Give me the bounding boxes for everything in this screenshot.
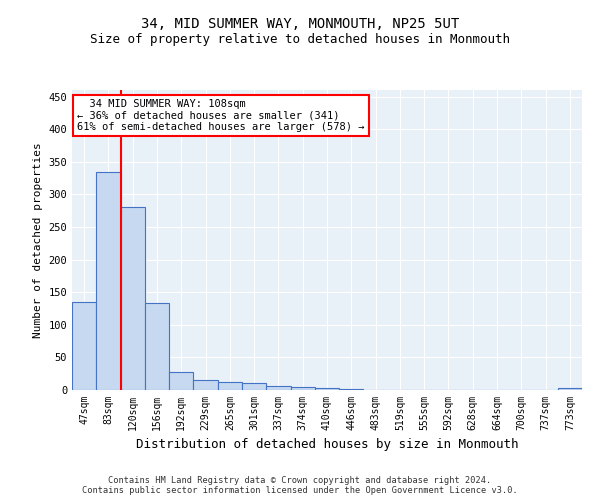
Bar [169,372,193,390]
Bar [558,388,582,390]
Bar [218,382,242,390]
Bar [266,386,290,390]
Text: 34, MID SUMMER WAY, MONMOUTH, NP25 5UT: 34, MID SUMMER WAY, MONMOUTH, NP25 5UT [141,18,459,32]
Bar [96,172,121,390]
Bar [290,386,315,390]
X-axis label: Distribution of detached houses by size in Monmouth: Distribution of detached houses by size … [136,438,518,452]
Text: Size of property relative to detached houses in Monmouth: Size of property relative to detached ho… [90,32,510,46]
Bar [315,388,339,390]
Bar [242,384,266,390]
Bar [72,302,96,390]
Text: 34 MID SUMMER WAY: 108sqm
← 36% of detached houses are smaller (341)
61% of semi: 34 MID SUMMER WAY: 108sqm ← 36% of detac… [77,99,365,132]
Bar [193,380,218,390]
Bar [121,208,145,390]
Bar [145,304,169,390]
Y-axis label: Number of detached properties: Number of detached properties [33,142,43,338]
Text: Contains HM Land Registry data © Crown copyright and database right 2024.
Contai: Contains HM Land Registry data © Crown c… [82,476,518,495]
